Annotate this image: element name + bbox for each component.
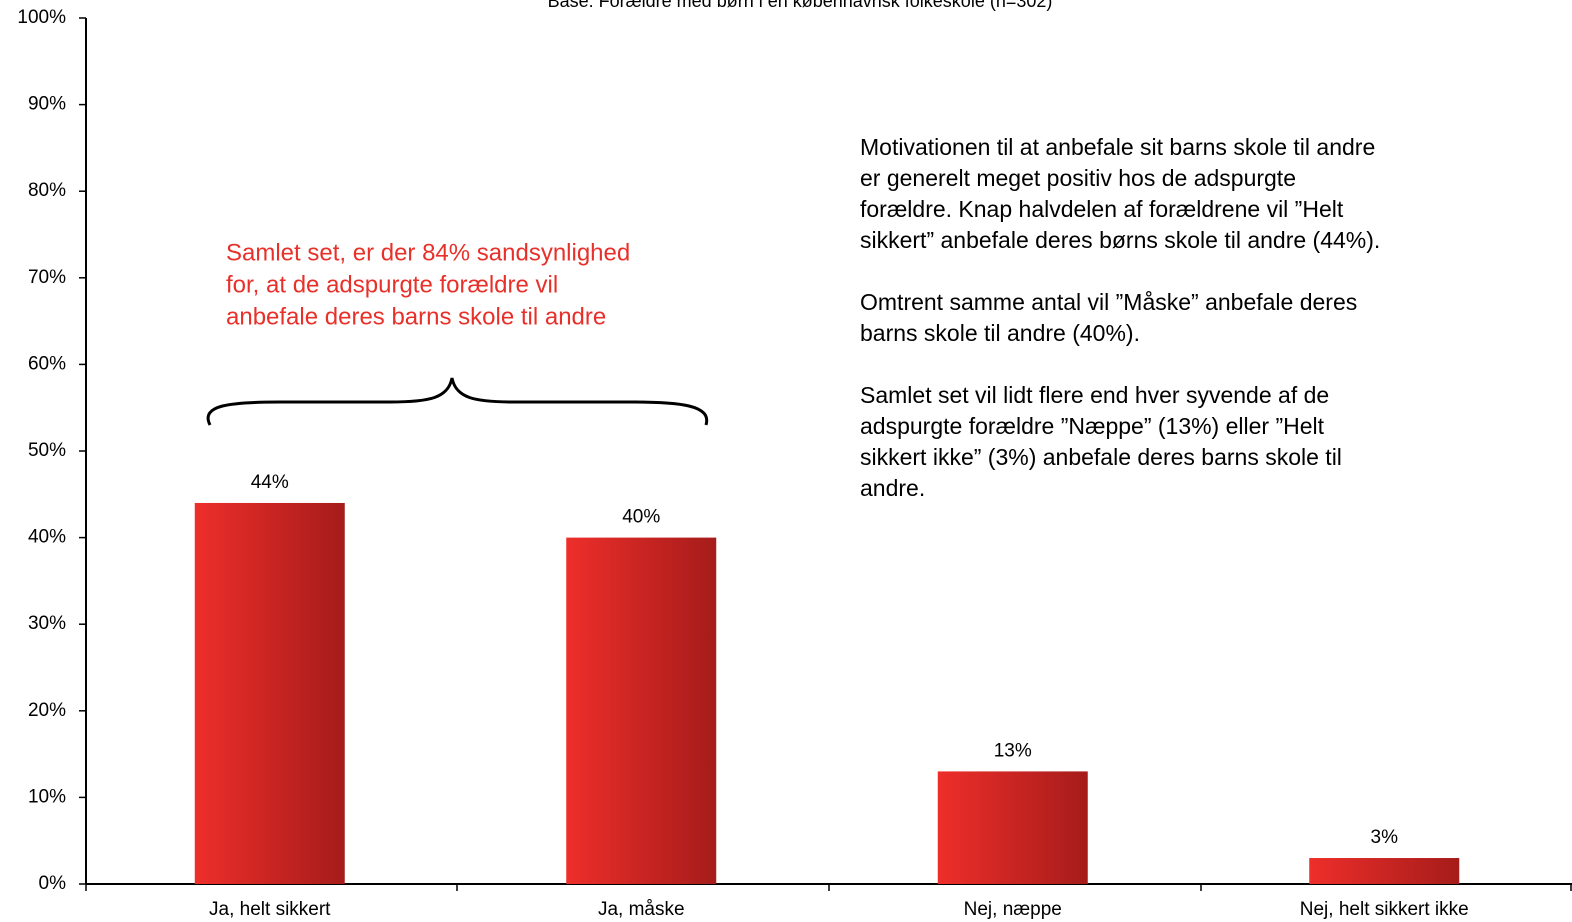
- note-line: er generelt meget positiv hos de adspurg…: [860, 165, 1296, 191]
- y-tick-label: 40%: [28, 527, 66, 548]
- value-label: 13%: [994, 740, 1032, 761]
- y-tick-label: 80%: [28, 180, 66, 201]
- y-tick-label: 90%: [28, 94, 66, 115]
- bar: [937, 771, 1088, 884]
- y-tick-label: 0%: [39, 873, 67, 894]
- annotation-line: for, at de adspurgte forældre vil: [226, 271, 558, 298]
- note-line: barns skole til andre (40%).: [860, 320, 1140, 346]
- y-tick-label: 100%: [17, 7, 66, 28]
- x-tick-label: Ja, måske: [598, 899, 685, 920]
- value-label: 44%: [251, 472, 289, 493]
- x-tick-label: Nej, næppe: [964, 899, 1062, 920]
- note-line: Samlet set vil lidt flere end hver syven…: [860, 382, 1329, 408]
- y-tick-label: 20%: [28, 700, 66, 721]
- annotation-line: anbefale deres barns skole til andre: [226, 303, 606, 330]
- note-line: andre.: [860, 475, 925, 501]
- value-label: 3%: [1371, 827, 1399, 848]
- x-tick-label: Nej, helt sikkert ikke: [1300, 899, 1469, 920]
- note-line: sikkert ikke” (3%) anbefale deres barns …: [860, 444, 1342, 470]
- y-tick-label: 30%: [28, 613, 66, 634]
- note-line: forældre. Knap halvdelen af forældrene v…: [860, 196, 1344, 222]
- value-label: 40%: [622, 507, 660, 528]
- bar: [1309, 858, 1460, 884]
- note-line: sikkert” anbefale deres børns skole til …: [860, 227, 1380, 253]
- y-tick-label: 60%: [28, 353, 66, 374]
- brace: [206, 377, 709, 426]
- bar: [566, 537, 717, 884]
- y-tick-label: 70%: [28, 267, 66, 288]
- note-line: Omtrent samme antal vil ”Måske” anbefale…: [860, 289, 1357, 315]
- note-line: Motivationen til at anbefale sit barns s…: [860, 134, 1375, 160]
- annotation-line: Samlet set, er der 84% sandsynlighed: [226, 239, 630, 266]
- chart-subtitle: Base: Forældre med børn i en københavnsk…: [548, 0, 1053, 11]
- y-tick-label: 10%: [28, 786, 66, 807]
- x-tick-label: Ja, helt sikkert: [209, 899, 331, 920]
- x-tick-marks: [85, 884, 1572, 891]
- bar: [194, 502, 345, 884]
- y-tick-label: 50%: [28, 440, 66, 461]
- note-line: adspurgte forældre ”Næppe” (13%) eller ”…: [860, 413, 1325, 439]
